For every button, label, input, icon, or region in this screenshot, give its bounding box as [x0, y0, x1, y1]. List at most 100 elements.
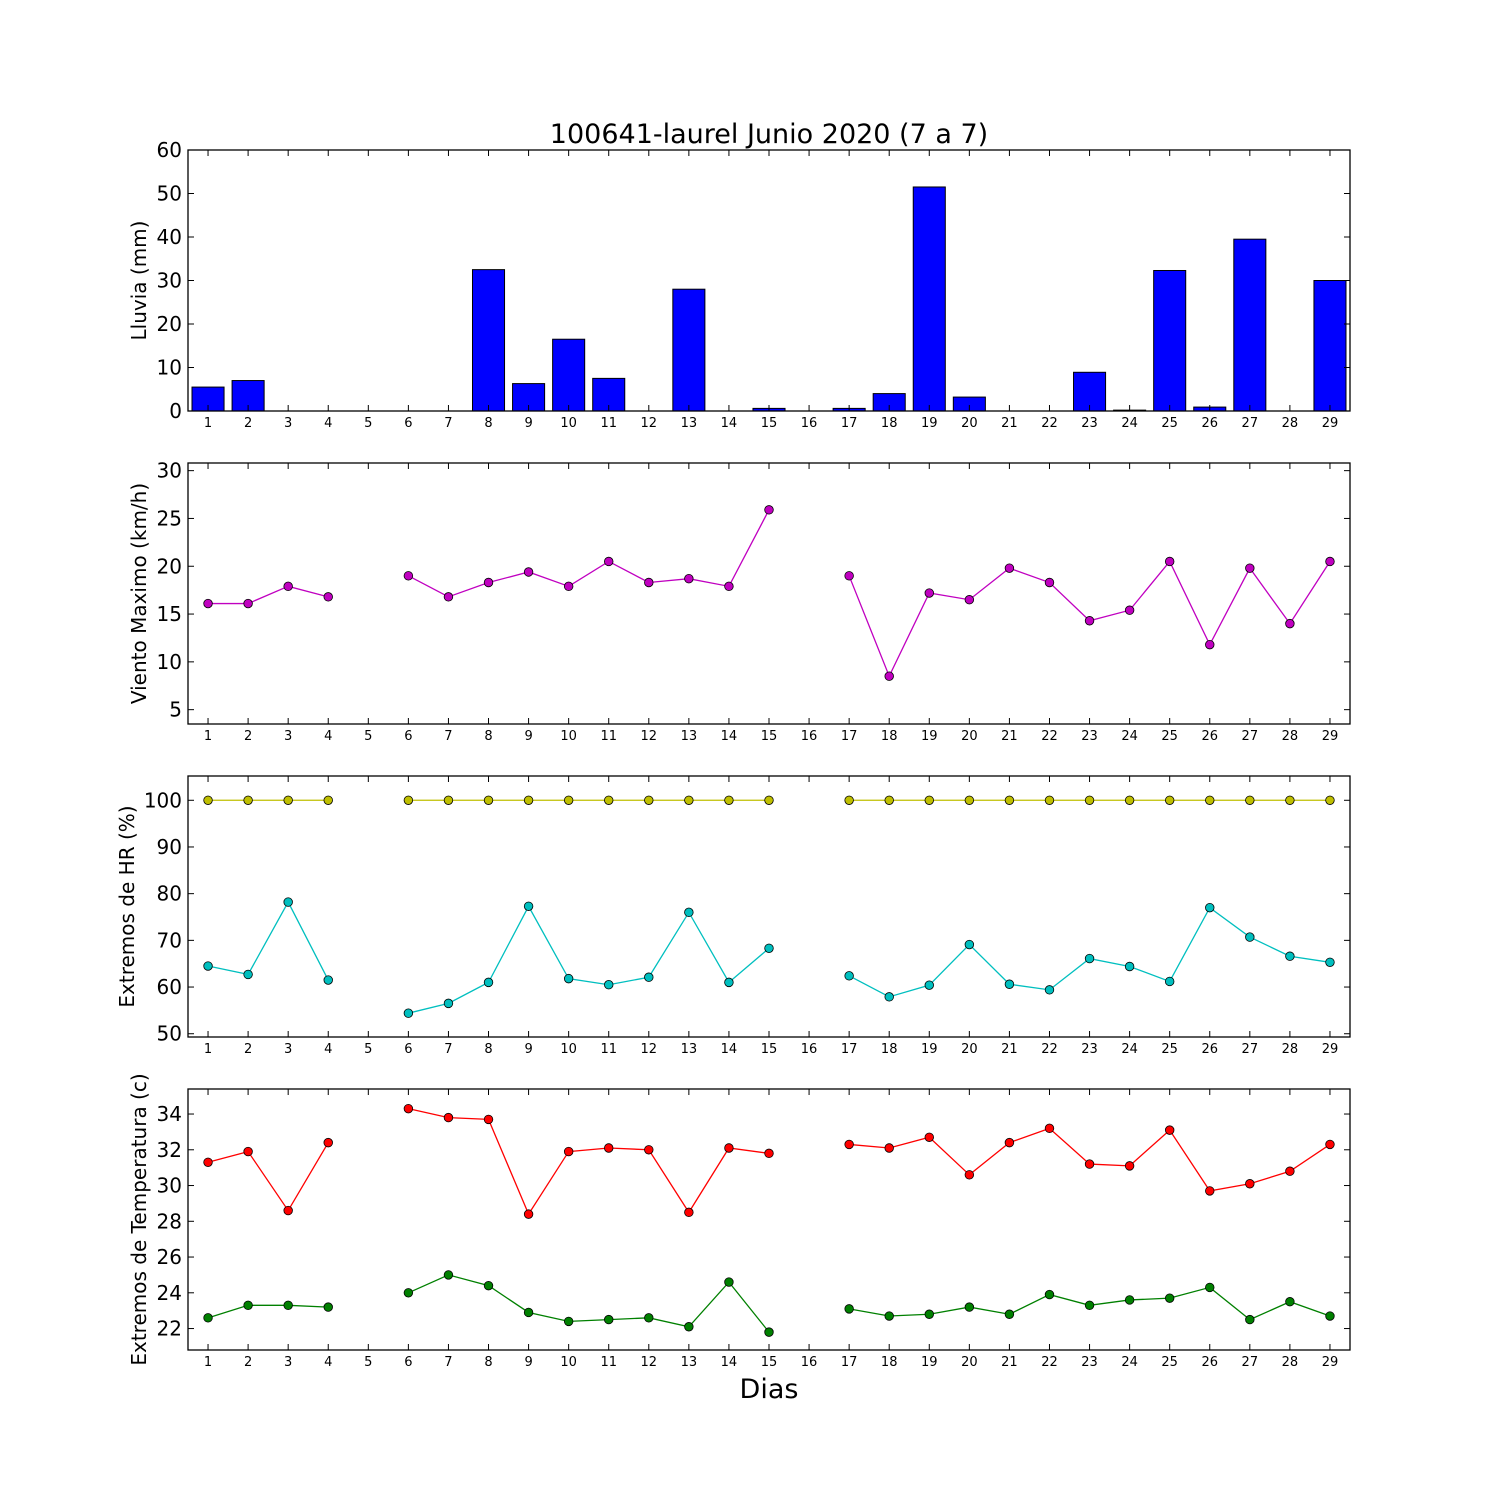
y-tick-label: 5 — [169, 698, 182, 722]
x-tick-label: 20 — [961, 1042, 978, 1057]
series-1-point-day-8 — [483, 1114, 494, 1125]
series-2-point-day-3 — [283, 1300, 293, 1311]
series-1-point-day-9 — [523, 567, 534, 577]
series-2-point-day-2 — [243, 1300, 253, 1311]
series-2-line-1 — [207, 900, 329, 981]
bar-day-13 — [672, 288, 706, 412]
series-1-point-day-18 — [884, 795, 894, 805]
series-2-point-day-27 — [1245, 1314, 1255, 1325]
x-tick-label: 16 — [801, 1355, 818, 1370]
x-tick-label: 20 — [961, 416, 978, 431]
x-tick-label: 12 — [641, 1042, 658, 1057]
series-1-point-day-28 — [1285, 1166, 1295, 1176]
y-tick-label: 50 — [157, 182, 182, 206]
series-1-point-day-19 — [924, 795, 934, 805]
x-tick-label: 6 — [404, 1355, 412, 1370]
series-1-point-day-18 — [884, 671, 894, 681]
series-2-point-day-23 — [1084, 953, 1095, 964]
x-tick-label: 9 — [524, 416, 532, 431]
series-2-point-day-18 — [884, 1311, 894, 1321]
y-tick-label: 60 — [157, 975, 182, 999]
series-2-point-day-6 — [403, 1008, 414, 1018]
series-1-point-day-1 — [203, 795, 213, 805]
x-tick-label: 17 — [841, 729, 858, 744]
y-tick-label: 50 — [157, 1022, 182, 1046]
x-tick-label: 28 — [1282, 1042, 1299, 1057]
x-tick-label: 25 — [1161, 1042, 1178, 1057]
x-tick-label: 15 — [761, 1355, 778, 1370]
bar-day-10 — [552, 338, 586, 412]
series-1-point-day-10 — [563, 581, 574, 592]
series-1-point-day-1 — [203, 1157, 213, 1167]
y-tick-label: 32 — [157, 1138, 182, 1162]
x-tick-label: 26 — [1201, 416, 1218, 431]
series-1-line-1 — [208, 585, 329, 605]
x-tick-label: 3 — [284, 1042, 292, 1057]
x-tick-label: 2 — [244, 1042, 252, 1057]
y-axis-label: Viento Maximo (km/h) — [127, 483, 151, 704]
series-1-point-day-14 — [724, 581, 734, 592]
x-tick-label: 3 — [284, 729, 292, 744]
series-1-point-day-26 — [1205, 1186, 1215, 1196]
series-2-point-day-6 — [403, 1288, 414, 1298]
series-1-point-day-6 — [403, 571, 414, 581]
series-2-point-day-13 — [684, 907, 694, 918]
series-1-point-day-2 — [243, 795, 253, 805]
series-2-point-day-11 — [604, 980, 614, 990]
bar-day-25 — [1153, 269, 1187, 412]
x-tick-label: 5 — [364, 1042, 372, 1057]
y-tick-label: 90 — [157, 835, 182, 859]
series-1-point-day-21 — [1004, 795, 1015, 805]
series-1-point-day-28 — [1285, 618, 1295, 629]
x-tick-label: 17 — [841, 1355, 858, 1370]
x-tick-label: 19 — [921, 1355, 938, 1370]
chart-title: 100641-laurel Junio 2020 (7 a 7) — [550, 119, 988, 150]
y-tick-label: 30 — [157, 1174, 182, 1198]
series-1-point-day-15 — [764, 505, 774, 515]
x-tick-label: 24 — [1121, 729, 1138, 744]
x-tick-label: 16 — [801, 416, 818, 431]
series-1-point-day-29 — [1325, 556, 1335, 567]
series-2-line-2 — [408, 1274, 770, 1333]
x-tick-label: 10 — [560, 416, 577, 431]
x-tick-label: 1 — [204, 729, 212, 744]
y-tick-label: 22 — [157, 1317, 182, 1341]
series-2-point-day-9 — [523, 1307, 534, 1318]
x-tick-label: 3 — [284, 1355, 292, 1370]
series-1-point-day-1 — [203, 598, 213, 609]
series-1-point-day-13 — [684, 1207, 694, 1218]
series-1-point-day-13 — [684, 795, 694, 805]
x-axis-label: Dias — [740, 1374, 799, 1405]
y-tick-label: 10 — [157, 650, 182, 674]
y-tick-label: 100 — [144, 788, 182, 812]
y-tick-label: 0 — [169, 399, 182, 423]
series-1-point-day-20 — [964, 795, 975, 805]
y-axis-label: Lluvia (mm) — [127, 221, 151, 341]
series-2-point-day-19 — [924, 980, 934, 990]
x-tick-label: 29 — [1322, 1042, 1339, 1057]
y-tick-label: 20 — [157, 312, 182, 336]
x-tick-label: 28 — [1282, 416, 1299, 431]
x-tick-label: 18 — [881, 416, 898, 431]
series-2-point-day-13 — [684, 1322, 694, 1332]
series-1-point-day-24 — [1124, 795, 1135, 805]
x-tick-label: 12 — [641, 729, 658, 744]
x-tick-label: 13 — [681, 416, 698, 431]
series-2-point-day-8 — [483, 1280, 494, 1291]
series-1-point-day-9 — [523, 1209, 534, 1219]
series-1-point-day-23 — [1084, 1159, 1095, 1169]
x-tick-label: 4 — [324, 416, 332, 431]
x-tick-label: 2 — [244, 416, 252, 431]
series-2-point-day-3 — [283, 897, 293, 907]
series-2-point-day-19 — [924, 1309, 934, 1319]
x-tick-label: 29 — [1322, 1355, 1339, 1370]
series-1-point-day-17 — [844, 571, 854, 581]
series-2-point-day-9 — [523, 901, 534, 911]
bar-day-27 — [1233, 238, 1267, 412]
y-tick-label: 26 — [157, 1245, 182, 1269]
series-2-point-day-15 — [764, 943, 774, 953]
x-tick-label: 14 — [721, 416, 738, 431]
